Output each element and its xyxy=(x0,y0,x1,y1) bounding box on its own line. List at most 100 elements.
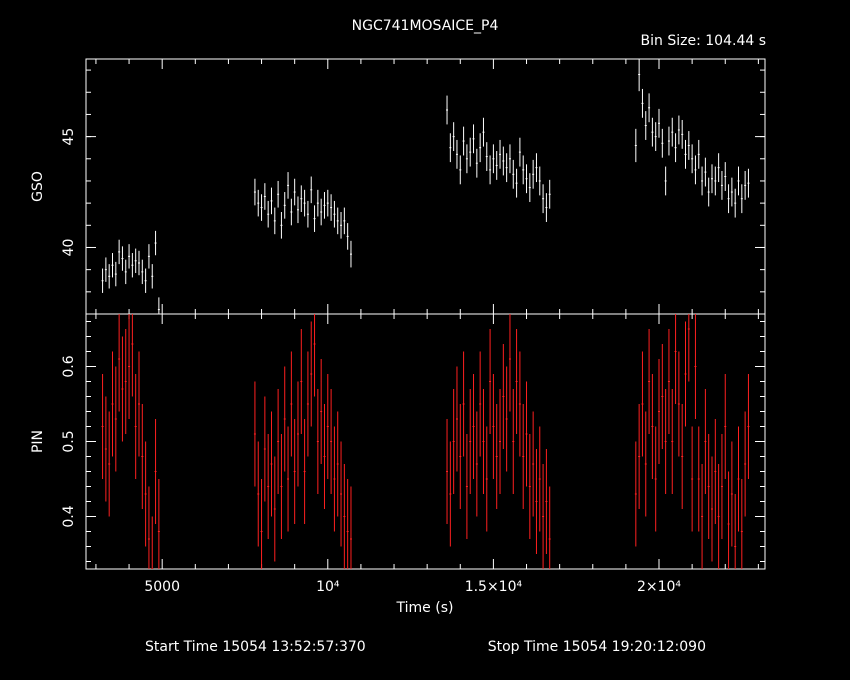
pin-data-point xyxy=(744,411,747,517)
gso-data-point xyxy=(538,166,541,196)
pin-y-tick-label: 0.5 xyxy=(61,430,77,452)
gso-data-point xyxy=(257,189,260,217)
pin-data-point xyxy=(465,434,468,539)
pin-data-point xyxy=(518,351,521,457)
pin-data-point xyxy=(472,374,475,479)
start-time-label: Start Time 15054 13:52:57:370 xyxy=(145,639,366,655)
gso-data-point xyxy=(267,200,270,228)
pin-data-point xyxy=(306,351,309,457)
pin-data-point xyxy=(717,464,720,569)
pin-data-point xyxy=(648,329,651,434)
pin-data-point xyxy=(720,434,723,539)
gso-data-point xyxy=(687,131,690,160)
gso-data-point xyxy=(542,184,545,214)
gso-data-point xyxy=(482,117,485,147)
gso-data-point xyxy=(313,205,316,232)
gso-data-point xyxy=(316,189,319,217)
gso-data-point xyxy=(535,153,538,183)
pin-data-point xyxy=(548,486,551,569)
pin-data-point xyxy=(277,389,280,494)
pin-data-point xyxy=(260,479,263,569)
pin-panel: 0.4 0.5 0.6 PIN xyxy=(30,313,766,570)
pin-data-point xyxy=(687,314,690,382)
gso-data-point xyxy=(747,168,750,198)
pin-data-point xyxy=(446,419,449,524)
pin-data-point xyxy=(326,374,329,479)
gso-data-point xyxy=(691,144,694,174)
pin-data-point xyxy=(455,366,458,472)
pin-data-point xyxy=(114,366,117,472)
gso-data-point xyxy=(508,144,511,174)
pin-data-point xyxy=(124,329,127,434)
pin-data-point xyxy=(711,456,713,562)
gso-data-point xyxy=(147,244,150,269)
pin-data-point xyxy=(108,411,111,517)
pin-data-point xyxy=(340,441,343,547)
pin-data-point xyxy=(724,374,727,479)
gso-data-point xyxy=(151,264,154,289)
gso-data-point xyxy=(290,198,293,226)
pin-data-point xyxy=(138,351,140,457)
pin-data-point xyxy=(452,389,455,494)
pin-y-tick-label: 0.6 xyxy=(61,355,77,377)
pin-data-point xyxy=(508,314,511,412)
pin-panel-frame xyxy=(85,313,766,570)
pin-data-point xyxy=(296,381,299,487)
gso-data-point xyxy=(489,155,492,185)
pin-data-point xyxy=(740,479,743,569)
pin-data-point xyxy=(128,314,131,419)
gso-data-point xyxy=(744,170,747,200)
pin-data-point xyxy=(485,426,488,532)
pin-data-point xyxy=(489,329,492,434)
pin-data-point xyxy=(104,396,107,502)
pin-data-point xyxy=(671,389,674,494)
gso-data-point xyxy=(323,192,326,219)
gso-data-point xyxy=(479,133,482,163)
gso-data-point xyxy=(459,155,462,185)
gso-data-point xyxy=(515,168,518,198)
gso-data-point xyxy=(724,162,727,191)
pin-data-point xyxy=(704,389,707,494)
pin-data-point xyxy=(482,389,485,494)
pin-data-point xyxy=(336,411,339,517)
gso-data-point xyxy=(253,178,256,206)
pin-data-point xyxy=(634,441,637,547)
pin-data-point xyxy=(154,419,157,524)
pin-data-point xyxy=(658,359,661,464)
pin-data-point xyxy=(118,314,121,412)
gso-data-point xyxy=(638,59,641,92)
pin-data-point xyxy=(681,404,684,509)
stop-time-label: Stop Time 15054 19:20:12:090 xyxy=(488,639,706,655)
pin-data-point xyxy=(349,486,352,569)
pin-data-point xyxy=(273,456,276,562)
gso-data-point xyxy=(654,122,657,152)
pin-data-point xyxy=(346,479,349,569)
pin-data-point xyxy=(333,426,336,532)
gso-data-point xyxy=(704,157,707,187)
gso-data-point xyxy=(118,239,121,265)
pin-data-point xyxy=(515,329,518,434)
gso-data-point xyxy=(114,261,117,287)
gso-data-point xyxy=(667,126,670,156)
pin-data-point xyxy=(644,411,647,517)
gso-data-point xyxy=(701,166,704,196)
pin-data-point xyxy=(707,434,710,539)
gso-data-point xyxy=(134,248,137,273)
gso-data-point xyxy=(144,268,147,293)
pin-data-point xyxy=(674,314,677,404)
pin-data-point xyxy=(492,374,495,479)
pin-data-point xyxy=(257,441,260,547)
gso-data-point xyxy=(462,126,465,156)
gso-data-point xyxy=(280,212,283,239)
gso-data-point xyxy=(154,230,157,256)
gso-data-point xyxy=(697,139,700,169)
gso-data-point xyxy=(720,170,723,200)
pin-data-point xyxy=(734,494,737,569)
pin-data-point xyxy=(151,516,154,569)
gso-series xyxy=(101,59,750,314)
pin-data-point xyxy=(280,434,283,539)
pin-data-point xyxy=(697,426,700,532)
pin-data-point xyxy=(330,389,333,494)
pin-data-point xyxy=(263,396,266,502)
